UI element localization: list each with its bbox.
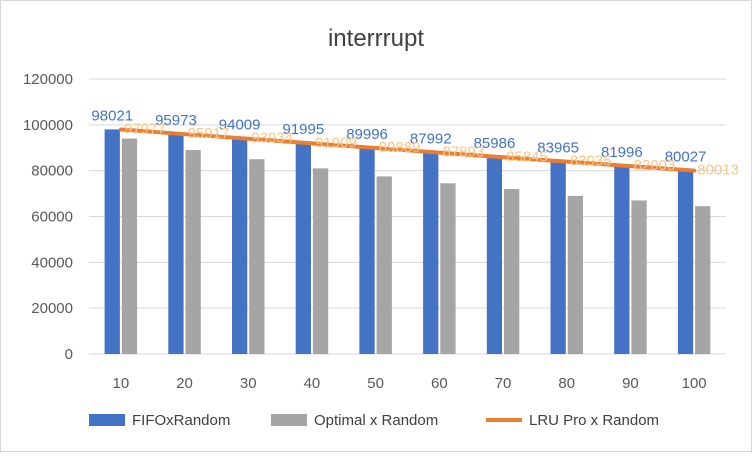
line-data-label: 91909 [315, 134, 357, 151]
line-data-label: 95917 [188, 125, 230, 142]
legend-swatch [89, 414, 125, 426]
x-tick-label: 90 [622, 375, 639, 392]
bar-fifoxrandom [677, 170, 694, 354]
x-tick-label: 80 [558, 375, 575, 392]
legend-label: Optimal x Random [314, 412, 438, 429]
y-tick-label: 0 [65, 346, 73, 363]
bar-fifoxrandom [614, 166, 630, 354]
bar-fifoxrandom [232, 138, 248, 354]
x-axis-ticks: 10 20 30 40 50 60 70 80 90 100 [113, 375, 707, 392]
bar-optimal-x-random [567, 195, 583, 354]
line-data-label: 89889 [379, 139, 421, 156]
line-lru-pro-x-random [118, 127, 697, 173]
y-tick-label: 40000 [31, 254, 73, 271]
bar-fifoxrandom [104, 129, 120, 354]
bar-data-label: 85986 [474, 135, 516, 152]
bar-fifoxrandom [486, 156, 503, 354]
bar-optimal-x-random [376, 176, 392, 354]
legend-label: LRU Pro x Random [529, 412, 659, 429]
x-tick-label: 60 [431, 375, 448, 392]
bar-data-label: 89996 [346, 126, 388, 143]
bar-data-label: 95973 [155, 112, 197, 129]
bar-data-label: 91995 [282, 121, 324, 138]
legend-label: FIFOxRandom [132, 412, 230, 429]
x-tick-label: 70 [495, 375, 512, 392]
bar-optimal-x-random [695, 206, 711, 354]
bar-data-label: 98021 [91, 107, 133, 124]
x-tick-label: 40 [304, 375, 321, 392]
line-data-label: 97977 [124, 120, 166, 137]
lines [118, 127, 697, 173]
bars [104, 129, 711, 354]
bar-optimal-x-random [185, 150, 201, 354]
bar-optimal-x-random [121, 138, 138, 354]
data-labels: 98021 95973 94009 91995 89996 87992 85986 83965… [91, 107, 739, 178]
legend: FIFOxRandom Optimal x Random LRU Pro x Ran… [89, 412, 659, 429]
bar-optimal-x-random [440, 183, 456, 354]
x-tick-label: 50 [367, 375, 384, 392]
y-axis-ticks: 0 20000 40000 60000 80000 100000 120000 [23, 71, 73, 363]
bar-optimal-x-random [312, 168, 329, 354]
legend-swatch [271, 414, 307, 426]
y-tick-label: 60000 [31, 209, 73, 226]
bar-optimal-x-random [249, 159, 265, 354]
line-data-label: 85845 [506, 148, 548, 165]
bar-data-label: 80027 [665, 149, 707, 166]
y-tick-label: 100000 [23, 117, 73, 134]
y-tick-label: 120000 [23, 71, 73, 88]
bar-fifoxrandom [168, 134, 184, 354]
chart-title: interrrupt [328, 25, 424, 52]
y-tick-label: 80000 [31, 163, 73, 180]
bar-fifoxrandom [550, 161, 566, 354]
bar-fifoxrandom [423, 152, 439, 354]
line-data-label: 80013 [697, 162, 739, 179]
line-data-label: 83935 [570, 153, 612, 170]
line-data-label: 82003 [634, 157, 676, 174]
bar-optimal-x-random [504, 189, 520, 354]
bar-optimal-x-random [631, 200, 647, 354]
bar-fifoxrandom [359, 147, 375, 354]
bar-data-label: 87992 [410, 130, 452, 147]
x-tick-label: 20 [176, 375, 193, 392]
bar-data-label: 83965 [537, 140, 579, 157]
line-data-label: 93934 [251, 130, 293, 147]
y-tick-label: 20000 [31, 300, 73, 317]
x-tick-label: 30 [240, 375, 257, 392]
bar-data-label: 94009 [219, 117, 261, 134]
bar-fifoxrandom [295, 143, 311, 354]
x-tick-label: 10 [113, 375, 130, 392]
line-data-label: 87893 [442, 144, 484, 161]
x-tick-label: 100 [682, 375, 707, 392]
bar-data-label: 81996 [601, 144, 643, 161]
